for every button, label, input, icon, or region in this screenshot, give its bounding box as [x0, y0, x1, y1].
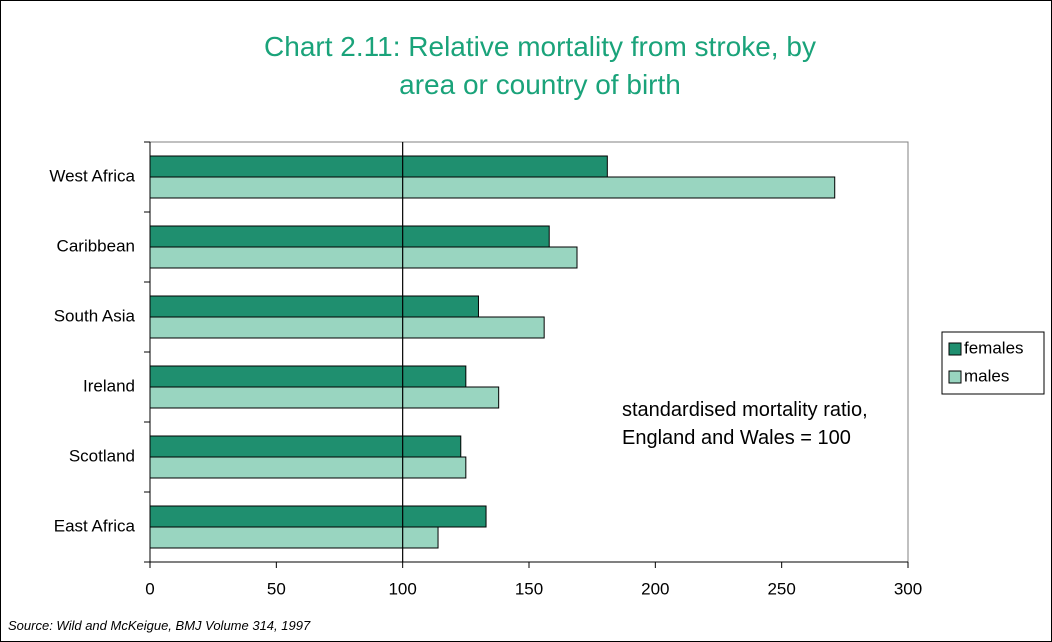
bar: [149, 155, 608, 178]
y-tick-label: West Africa: [49, 166, 135, 185]
bar: [149, 456, 467, 479]
plot-area: [149, 141, 909, 563]
legend-swatch: [948, 370, 962, 384]
bar: [149, 526, 439, 549]
bar: [149, 505, 487, 528]
chart-title: Chart 2.11: Relative mortality from stro…: [264, 31, 816, 100]
legend-box: [941, 331, 1045, 395]
bar: [149, 365, 467, 388]
y-tick-label: East Africa: [54, 516, 136, 535]
legend-swatch: [948, 342, 962, 356]
y-tick-label: Scotland: [69, 446, 135, 465]
x-tick-label: 200: [641, 579, 669, 598]
x-tick-label: 100: [388, 579, 416, 598]
annotation: standardised mortality ratio, England an…: [622, 399, 868, 449]
legend-label: females: [964, 338, 1024, 357]
bar: [149, 176, 836, 199]
y-tick-label: Ireland: [83, 376, 135, 395]
legend-label: males: [964, 366, 1009, 385]
bar: [149, 246, 578, 269]
source: Source: Wild and McKeigue, BMJ Volume 31…: [8, 618, 311, 633]
x-tick-label: 250: [767, 579, 795, 598]
y-tick-label: South Asia: [54, 306, 136, 325]
bar: [149, 295, 479, 318]
x-tick-label: 150: [515, 579, 543, 598]
bar: [149, 435, 462, 458]
x-tick-label: 50: [267, 579, 286, 598]
x-tick-label: 300: [894, 579, 922, 598]
y-tick-label: Caribbean: [57, 236, 135, 255]
x-tick-label: 0: [145, 579, 154, 598]
bar: [149, 386, 500, 409]
bar: [149, 225, 550, 248]
bar: [149, 316, 545, 339]
